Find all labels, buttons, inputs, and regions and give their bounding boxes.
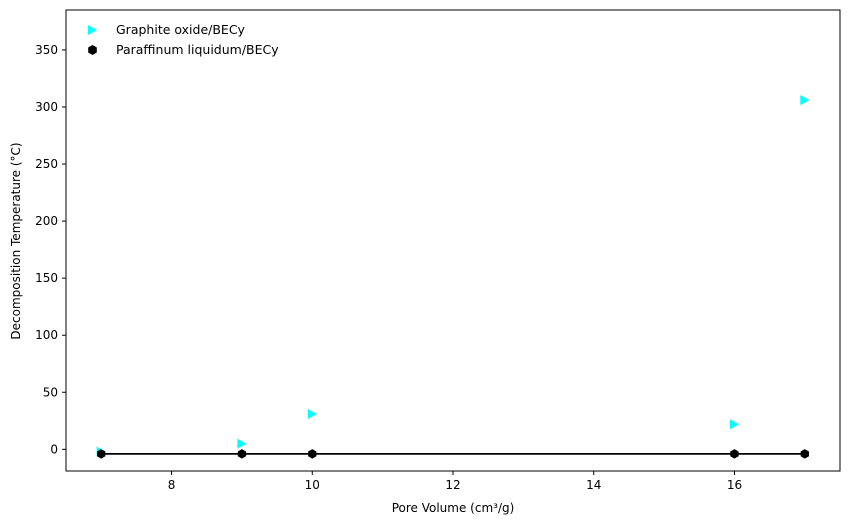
data-point xyxy=(97,449,106,459)
series-1 xyxy=(96,95,810,457)
x-tick-label: 12 xyxy=(445,478,460,492)
data-point xyxy=(308,449,317,459)
series-2 xyxy=(97,449,809,459)
data-point xyxy=(800,95,810,106)
y-tick-label: 350 xyxy=(35,43,58,57)
x-tick-label: 14 xyxy=(586,478,601,492)
y-tick-label: 100 xyxy=(35,328,58,342)
legend-label-graphite-oxide: Graphite oxide/BECy xyxy=(116,22,246,37)
x-tick-label: 8 xyxy=(168,478,176,492)
legend-label-paraffinum: Paraffinum liquidum/BECy xyxy=(116,42,279,57)
data-point xyxy=(730,449,739,459)
x-axis-label: Pore Volume (cm³/g) xyxy=(392,501,515,515)
legend-entry-graphite-oxide: Graphite oxide/BECy xyxy=(88,22,246,37)
legend-entry-paraffinum: Paraffinum liquidum/BECy xyxy=(88,42,279,57)
y-axis-label: Decomposition Temperature (°C) xyxy=(9,142,23,339)
data-point xyxy=(729,419,739,430)
y-tick-label: 200 xyxy=(35,214,58,228)
y-tick-label: 150 xyxy=(35,271,58,285)
legend-marker-triangle xyxy=(88,25,97,35)
y-tick-label: 0 xyxy=(50,442,58,456)
data-point xyxy=(237,438,247,449)
y-tick-label: 250 xyxy=(35,157,58,171)
plot-frame xyxy=(65,9,841,472)
legend: Graphite oxide/BECy Paraffinum liquidum/… xyxy=(88,22,279,57)
plot-area xyxy=(96,95,810,459)
data-point xyxy=(307,408,317,419)
x-axis: 8 10 12 14 16 xyxy=(168,471,742,492)
x-tick-label: 10 xyxy=(305,478,320,492)
data-point xyxy=(237,449,247,459)
y-axis: 0 50 100 150 200 250 300 350 xyxy=(35,43,66,456)
data-point xyxy=(800,449,809,459)
legend-marker-hexagon xyxy=(88,45,97,55)
y-tick-label: 300 xyxy=(35,100,58,114)
x-tick-label: 16 xyxy=(727,478,742,492)
y-tick-label: 50 xyxy=(43,385,58,399)
